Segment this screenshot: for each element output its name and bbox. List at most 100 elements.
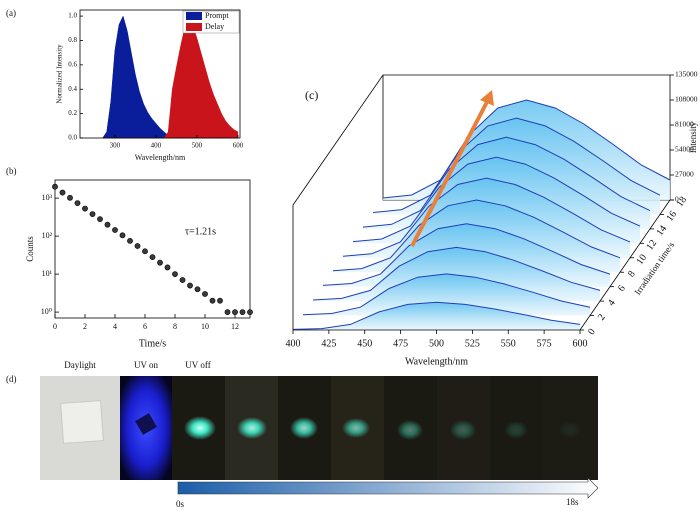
z-tick-label: 10	[634, 252, 649, 267]
glow	[184, 416, 216, 440]
y-axis-label: Normalized Intensity	[56, 44, 64, 104]
y-tick-label: 1.0	[68, 12, 77, 20]
panel-label: (b)	[6, 166, 17, 176]
x-tick-label: 425	[321, 338, 336, 349]
x-tick-label: 500	[192, 142, 203, 150]
time-arrow	[177, 477, 599, 499]
y-tick-label: 135000	[675, 70, 698, 79]
x-tick-label: 8	[173, 322, 177, 331]
point	[97, 216, 103, 223]
point	[247, 309, 253, 316]
panel-label: (a)	[6, 8, 16, 18]
glow	[397, 420, 423, 440]
x-tick-label: 525	[465, 338, 480, 349]
y-tick-label: 0.6	[68, 60, 77, 68]
photo-label: Daylight	[64, 360, 96, 370]
y-tick-label: 0	[675, 195, 679, 204]
plot-frame	[79, 9, 241, 139]
point	[157, 259, 163, 266]
trend-arrow-head	[480, 90, 494, 106]
z-tick-label: 2	[596, 312, 608, 322]
point	[202, 291, 208, 297]
point	[112, 227, 118, 233]
x-axis-label: Wavelength/nm	[135, 153, 186, 162]
spectrum-fill	[313, 247, 600, 302]
point	[119, 232, 126, 239]
x-tick-label: 500	[429, 338, 444, 349]
x-tick-label: 550	[501, 338, 516, 349]
legend-label: Delay	[205, 22, 224, 31]
point	[224, 309, 231, 316]
film	[60, 400, 104, 444]
point	[52, 183, 58, 190]
x-tick-label: 475	[393, 338, 408, 349]
x-tick-label: 600	[573, 338, 588, 349]
arrow-label: 0s	[176, 499, 185, 509]
glow	[237, 417, 267, 439]
x-tick-label: 0	[53, 322, 57, 331]
point	[134, 243, 141, 249]
plot-frame	[54, 179, 251, 319]
x-tick-label: 400	[286, 338, 301, 349]
y-tick-label: 10¹	[42, 269, 53, 278]
z-tick-label: 16	[664, 209, 679, 224]
spectrum-fill	[293, 302, 580, 330]
panel-label: (c)	[305, 88, 318, 102]
glow	[504, 421, 528, 439]
glow	[558, 421, 582, 439]
spectrum-line	[352, 156, 641, 243]
annotation: τ=1.21s	[185, 226, 216, 237]
x-tick-label: 12	[231, 322, 239, 331]
glow	[290, 417, 318, 439]
y-tick-label: 54000	[675, 145, 694, 154]
spectrum-line	[332, 199, 621, 272]
y-tick-label: 27000	[675, 170, 694, 179]
z-tick-label: 6	[616, 283, 628, 293]
y-axis-label: Counts	[25, 236, 35, 262]
x-tick-label: 10	[201, 322, 209, 331]
legend-swatch	[186, 12, 202, 20]
point	[239, 309, 246, 316]
glow	[450, 420, 476, 440]
z-tick-label: 12	[644, 238, 659, 253]
point	[104, 221, 111, 228]
x-tick-label: 600	[233, 142, 244, 150]
point	[82, 205, 88, 212]
point	[232, 309, 238, 316]
x-axis-label: Time/s	[139, 338, 167, 349]
point	[67, 194, 73, 201]
point	[164, 264, 171, 271]
z-tick-label: 0	[586, 327, 598, 337]
spectrum-line	[372, 117, 661, 213]
point	[74, 200, 81, 206]
y-tick-label: 10⁰	[41, 307, 52, 316]
point	[127, 237, 133, 244]
spectrum-line	[382, 99, 671, 199]
y-tick-label: 0.4	[68, 85, 77, 93]
glow	[342, 418, 370, 438]
point	[187, 282, 193, 289]
photo-label: UV on	[134, 360, 159, 370]
legend-swatch	[186, 23, 202, 31]
point	[142, 248, 148, 255]
photo-strip: Daylight UV on UV off 0s 18s	[40, 360, 599, 509]
x-tick-label: 400	[151, 142, 162, 150]
legend-label: Prompt	[205, 11, 229, 20]
point	[172, 271, 178, 278]
z-axis	[579, 199, 671, 331]
y-tick-label: 0.0	[68, 134, 77, 142]
spectrum-line	[302, 273, 591, 316]
trend-arrow	[410, 99, 490, 247]
y-tick-label: 0.2	[68, 109, 77, 117]
y-tick-label: 10²	[42, 231, 53, 240]
point	[194, 286, 201, 293]
point	[59, 189, 66, 196]
x-tick-label: 575	[537, 338, 552, 349]
spectrum-fill	[303, 273, 590, 316]
y-tick-label: 10³	[42, 193, 53, 202]
spectrum-line	[342, 177, 631, 257]
z-tick-label: 4	[606, 298, 618, 308]
z-tick-label: 8	[626, 269, 638, 279]
spectrum-line	[322, 223, 611, 286]
